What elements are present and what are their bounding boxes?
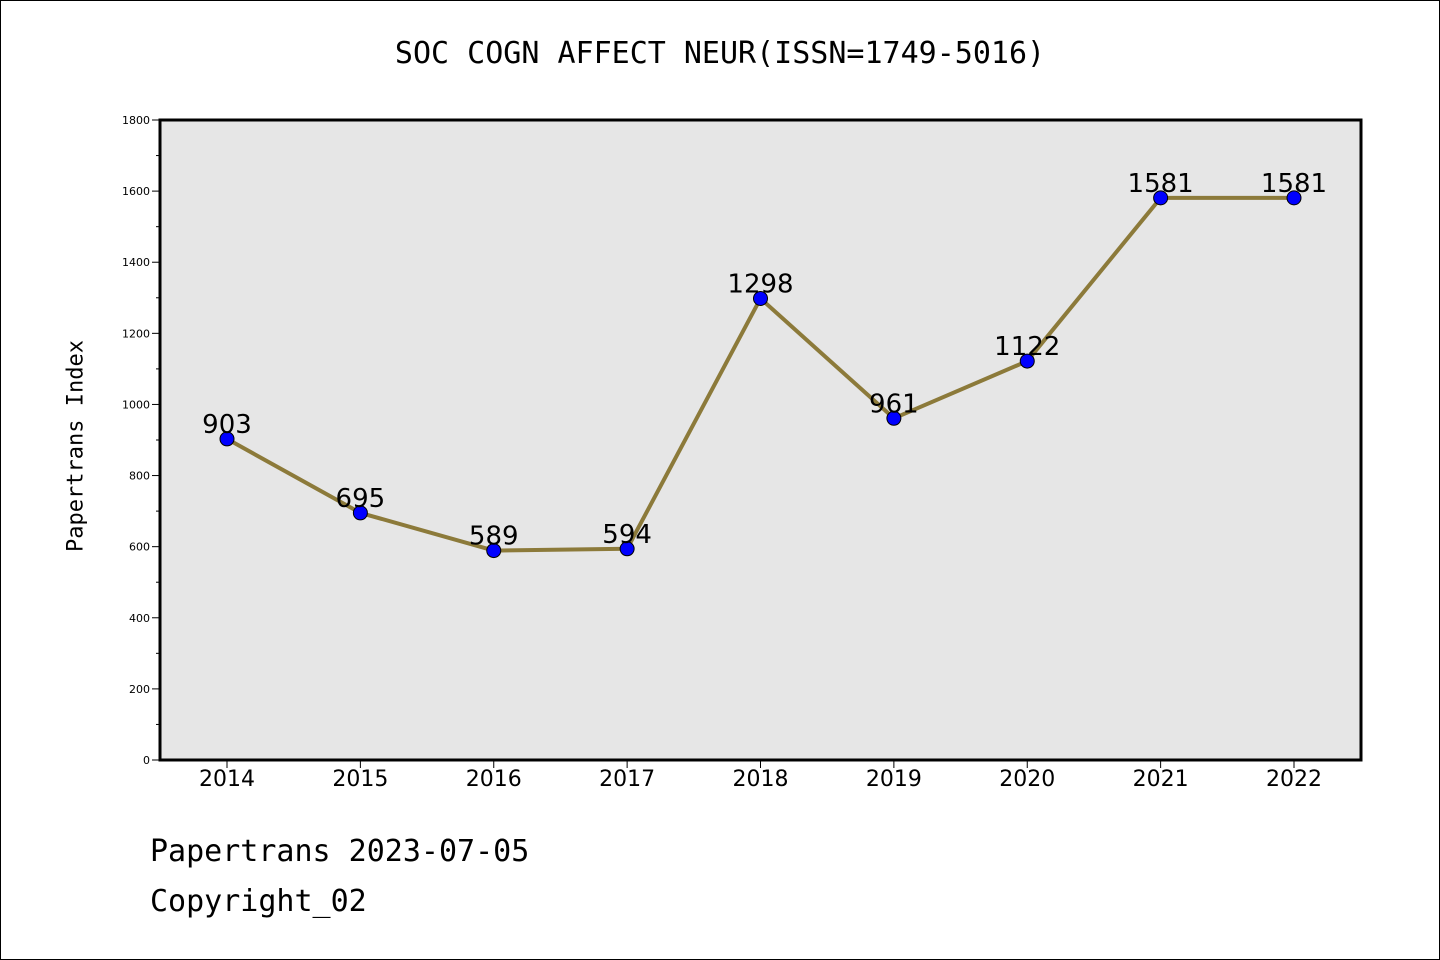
y-tick-label: 1800 xyxy=(122,114,150,127)
data-label: 1122 xyxy=(994,332,1060,362)
y-tick-label: 800 xyxy=(129,470,150,483)
data-point xyxy=(352,505,368,521)
data-point xyxy=(1019,353,1035,369)
y-tick-label: 1600 xyxy=(122,185,150,198)
data-label: 589 xyxy=(469,522,519,552)
plot-border xyxy=(158,118,1363,762)
x-tick-label: 2019 xyxy=(866,767,922,792)
x-tick-label: 2014 xyxy=(199,767,255,792)
data-label: 594 xyxy=(602,520,652,550)
data-point xyxy=(486,543,502,559)
data-label: 903 xyxy=(202,410,252,440)
data-label: 695 xyxy=(336,484,386,514)
data-point xyxy=(1153,190,1169,206)
data-label: 1581 xyxy=(1128,169,1194,199)
y-axis-ticks: 0 200 400 600 800 1000 1200 1400 1600 1800 xyxy=(122,114,160,767)
x-axis-ticks: 2014 2015 2016 2017 2018 2019 2020 2021 2022 xyxy=(199,760,1322,792)
y-tick-label: 1200 xyxy=(122,327,150,340)
x-tick-label: 2016 xyxy=(466,767,522,792)
y-tick-label: 1000 xyxy=(122,398,150,411)
plot-area xyxy=(160,120,1361,760)
x-tick-label: 2022 xyxy=(1266,767,1322,792)
x-tick-label: 2018 xyxy=(733,767,789,792)
data-label: 961 xyxy=(869,389,919,419)
data-point xyxy=(619,541,635,557)
data-point xyxy=(886,410,902,426)
y-tick-label: 0 xyxy=(143,754,150,767)
footer-date: Papertrans 2023-07-05 xyxy=(150,834,530,869)
x-tick-label: 2020 xyxy=(999,767,1055,792)
data-label: 1581 xyxy=(1261,169,1327,199)
y-tick-label: 1400 xyxy=(122,256,150,269)
data-labels: 903 695 589 594 1298 961 1122 1581 1581 xyxy=(202,169,1327,552)
y-tick-label: 400 xyxy=(129,612,150,625)
data-label: 1298 xyxy=(727,269,793,299)
y-tick-label: 200 xyxy=(129,683,150,696)
series-markers xyxy=(219,190,1302,559)
x-tick-label: 2021 xyxy=(1133,767,1189,792)
x-tick-label: 2015 xyxy=(332,767,388,792)
data-point xyxy=(753,290,768,306)
data-point xyxy=(219,431,235,447)
chart-title: SOC COGN AFFECT NEUR(ISSN=1749-5016) xyxy=(394,36,1046,71)
x-tick-label: 2017 xyxy=(599,767,655,792)
y-tick-label: 600 xyxy=(129,541,150,554)
footer-copyright: Copyright_02 xyxy=(150,884,367,919)
data-point xyxy=(1286,190,1302,206)
